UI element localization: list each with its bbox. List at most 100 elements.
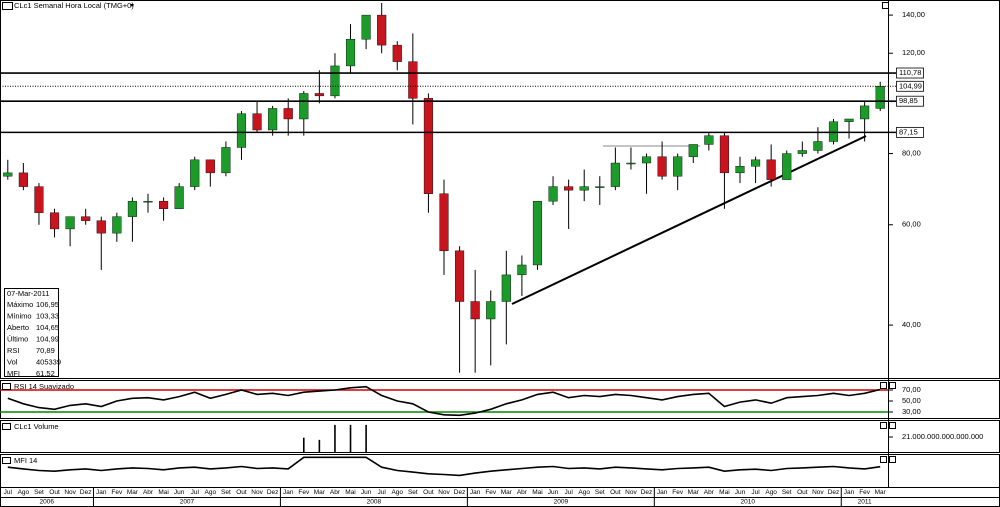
level-label: 104,99 [899, 81, 922, 90]
candle-body [517, 264, 527, 276]
x-tick-label: Fev [298, 489, 310, 496]
y-tick-label: 120,00 [902, 48, 925, 57]
candle-body [34, 186, 44, 213]
x-tick-label: Out [423, 489, 434, 496]
x-tick-label: Jul [378, 489, 387, 496]
candle-body [268, 108, 278, 131]
candle-body [673, 156, 683, 177]
panel-title-icon [2, 457, 11, 464]
level-label: 110,78 [899, 68, 921, 77]
candle-body [579, 186, 589, 191]
icon [880, 422, 887, 429]
info-value: 61,52 [36, 369, 55, 378]
candle-body [143, 200, 153, 203]
volume-bar [318, 439, 321, 452]
x-tick-label: Jun [361, 489, 372, 496]
info-value: 104,99 [36, 334, 59, 343]
candle-body [190, 159, 200, 187]
info-label: Vol [7, 357, 18, 366]
info-value: 106,95 [36, 300, 59, 309]
candle-body [875, 86, 885, 109]
candle-body [127, 200, 137, 217]
panel-title-icon [2, 423, 11, 430]
candle-body [532, 200, 543, 266]
x-tick-label: Ago [205, 489, 217, 496]
y-tick-label: 140,00 [902, 10, 925, 19]
y-tick-label: 80,00 [902, 149, 921, 158]
x-tick-label: Mar [314, 489, 326, 496]
x-tick-label: Jul [564, 489, 573, 496]
x-tick-label: Mai [345, 489, 355, 496]
x-tick-label: Nov [812, 489, 824, 496]
icon [889, 382, 896, 389]
level-label-box [896, 126, 924, 138]
x-tick-label: Jul [4, 489, 13, 496]
x-tick-label: Dez [454, 489, 466, 496]
candle-body [49, 212, 60, 230]
x-tick-label: Out [610, 489, 621, 496]
candle-body [392, 44, 402, 62]
x-tick-label: Set [782, 489, 792, 496]
x-tick-label: Jun [735, 489, 746, 496]
volume-bar [334, 424, 336, 452]
level-label: 98,85 [899, 96, 918, 105]
year-label: 2008 [367, 499, 382, 506]
candle-body [751, 159, 761, 167]
panel-title: RSI 14 Suavizado [14, 382, 74, 391]
candle-body [252, 113, 262, 131]
dropdown-arrow[interactable] [130, 4, 134, 7]
candle-body [704, 135, 714, 145]
candle-body [595, 186, 605, 188]
x-tick-label: Mar [875, 489, 887, 496]
level-label-box [896, 95, 924, 107]
x-tick-label: Jan [283, 489, 294, 496]
candle-body [766, 159, 776, 180]
info-value: 103,33 [36, 311, 59, 320]
x-tick-label: Fev [485, 489, 497, 496]
icon [889, 456, 896, 463]
icon [882, 2, 889, 9]
x-tick-label: Jan [470, 489, 481, 496]
x-tick-label: Abr [704, 489, 715, 496]
x-tick-label: Abr [143, 489, 154, 496]
chart-title: CLc1 Semanal Hora Local (TMG+0) [14, 1, 134, 10]
info-frame [4, 288, 59, 377]
y-tick-label: 21.000.000.000.000.000 [902, 432, 983, 441]
x-tick-label: Dez [641, 489, 653, 496]
candle-body [657, 156, 667, 177]
x-tick-label: Jan [844, 489, 855, 496]
x-tick-label: Jan [657, 489, 668, 496]
candle-body [688, 144, 698, 157]
x-tick-label: Mai [158, 489, 168, 496]
candle-body [221, 147, 231, 174]
candle-body [455, 250, 465, 302]
candle-body [314, 93, 324, 97]
candle-body [299, 93, 309, 120]
icon [889, 422, 896, 429]
candle-body [159, 200, 169, 209]
x-tick-label: Dez [80, 489, 92, 496]
candle-body [564, 186, 574, 191]
indicator-line [7, 385, 881, 417]
candle-body [470, 301, 480, 320]
x-tick-label: Set [34, 489, 44, 496]
x-tick-label: Ago [391, 489, 403, 496]
x-tick-label: Jan [96, 489, 107, 496]
volume-bar [365, 424, 367, 452]
info-label: Máximo [7, 300, 33, 309]
info-label: Último [7, 334, 28, 343]
chart-icon [2, 2, 13, 10]
x-tick-label: Jul [751, 489, 760, 496]
x-tick-label: Nov [438, 489, 450, 496]
x-tick-label: Jul [191, 489, 200, 496]
candle-body [735, 166, 745, 174]
volume-bar [302, 437, 305, 452]
candle-body [65, 216, 75, 230]
x-tick-label: Fev [111, 489, 123, 496]
x-tick-label: Mai [532, 489, 542, 496]
info-value: 104,65 [36, 323, 59, 332]
x-tick-label: Out [797, 489, 808, 496]
candle-body [18, 172, 28, 187]
